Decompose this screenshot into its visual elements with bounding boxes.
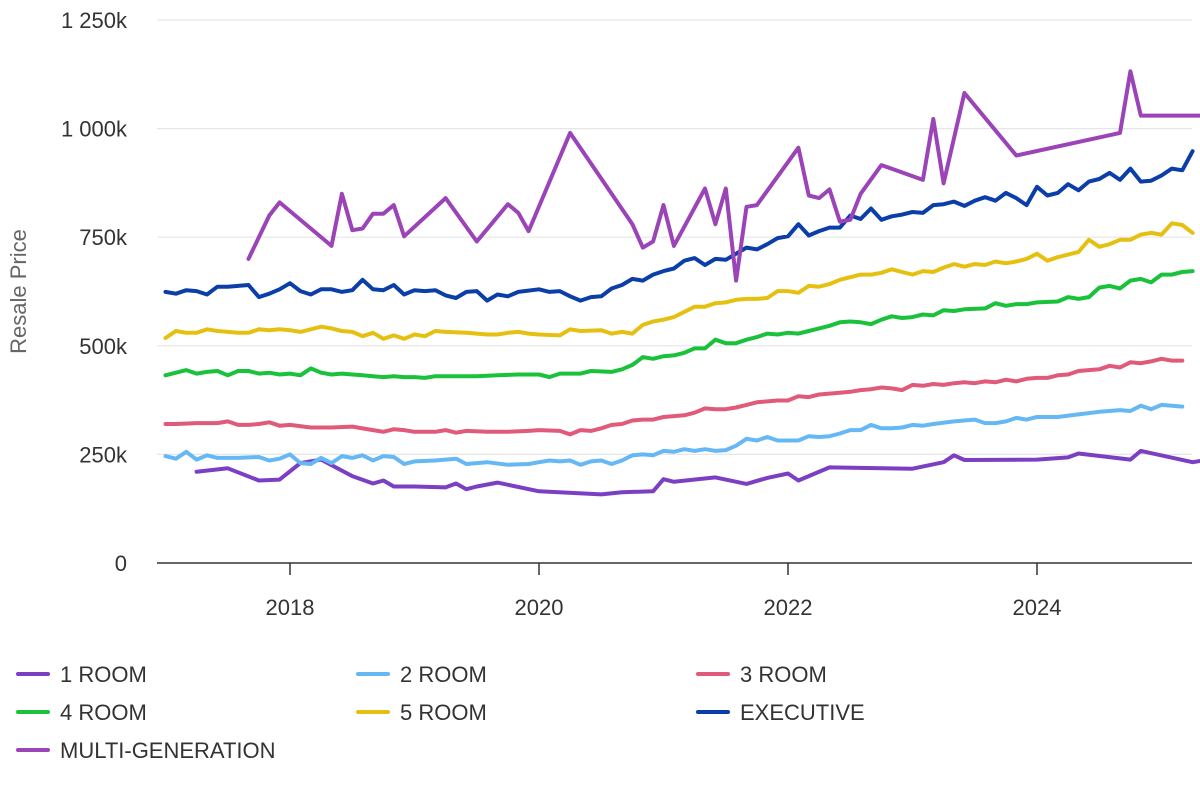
legend-item[interactable]: 3 ROOM: [696, 662, 827, 687]
x-tick-label: 2018: [266, 595, 315, 620]
series-line-multi-generation: [246, 69, 1200, 283]
y-tick-label: 0: [115, 551, 127, 576]
x-tick-label: 2022: [764, 595, 813, 620]
series-line-4-room: [163, 269, 1195, 380]
legend: 1 ROOM 2 ROOM 3 ROOM 4 ROOM 5 ROOM EXECUTIVE M…: [16, 662, 865, 763]
gridlines: [157, 19, 1192, 455]
y-axis-title: Resale Price: [6, 229, 31, 354]
legend-label: 2 ROOM: [400, 662, 487, 687]
series-line-1-room: [194, 448, 1200, 497]
legend-label: EXECUTIVE: [740, 700, 865, 725]
series-line-executive: [163, 149, 1195, 303]
legend-label: 4 ROOM: [60, 700, 147, 725]
y-tick-label: 250k: [79, 442, 128, 467]
legend-label: MULTI-GENERATION: [60, 738, 276, 763]
legend-label: 5 ROOM: [400, 700, 487, 725]
y-axis: 0 250k 500k 750k 1 000k 1 250k: [61, 8, 128, 576]
legend-item[interactable]: MULTI-GENERATION: [16, 738, 276, 763]
y-tick-label: 1 000k: [61, 117, 128, 142]
legend-item[interactable]: 5 ROOM: [356, 700, 487, 725]
series-lines: [163, 69, 1200, 497]
legend-item[interactable]: 4 ROOM: [16, 700, 147, 725]
y-tick-label: 1 250k: [61, 8, 128, 33]
legend-item[interactable]: 1 ROOM: [16, 662, 147, 687]
legend-label: 3 ROOM: [740, 662, 827, 687]
legend-item[interactable]: 2 ROOM: [356, 662, 487, 687]
series-line-5-room: [163, 221, 1195, 341]
legend-item[interactable]: EXECUTIVE: [696, 700, 865, 725]
series-line-2-room: [163, 402, 1185, 467]
x-tick-label: 2024: [1013, 595, 1062, 620]
series-line-3-room: [163, 356, 1185, 437]
y-tick-label: 500k: [79, 334, 128, 359]
legend-label: 1 ROOM: [60, 662, 147, 687]
x-axis: 2018 2020 2022 2024: [157, 562, 1192, 620]
y-tick-label: 750k: [79, 225, 128, 250]
x-tick-label: 2020: [515, 595, 564, 620]
